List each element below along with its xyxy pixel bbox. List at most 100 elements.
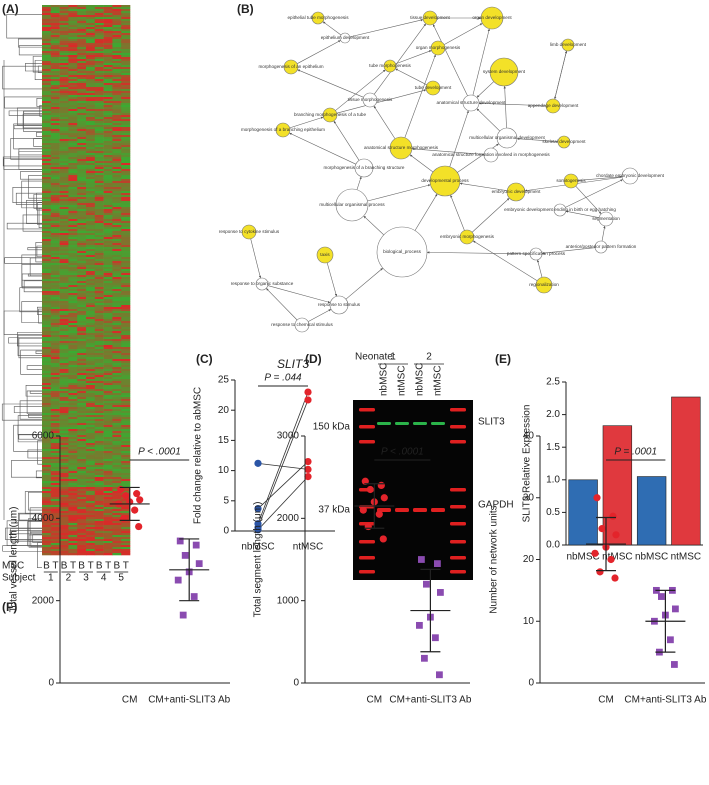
heatmap-cell xyxy=(112,275,121,277)
heatmap-cell xyxy=(60,529,69,531)
heatmap-cell xyxy=(121,417,130,419)
heatmap-cell xyxy=(68,71,77,73)
heatmap-cell xyxy=(68,511,77,513)
heatmap-cell xyxy=(112,425,121,427)
heatmap-cell xyxy=(42,61,51,63)
heatmap-cell xyxy=(121,99,130,101)
y-tick-label: 0 xyxy=(293,678,299,689)
heatmap-cell xyxy=(77,481,86,483)
heatmap-cell xyxy=(42,311,51,313)
heatmap-cell xyxy=(42,23,51,25)
heatmap-cell xyxy=(68,331,77,333)
heatmap-cell xyxy=(112,185,121,187)
point xyxy=(418,556,425,563)
heatmap-cell xyxy=(104,97,113,99)
heatmap-cell xyxy=(95,209,104,211)
dendrogram-branch xyxy=(38,66,42,73)
node-label: somitogenesis xyxy=(556,178,586,183)
heatmap-cell xyxy=(68,77,77,79)
heatmap-cell xyxy=(51,357,60,359)
heatmap-cell xyxy=(42,305,51,307)
heatmap-cell xyxy=(86,457,95,459)
node-label: tissue morphogenesis xyxy=(348,97,393,102)
heatmap-cell xyxy=(104,77,113,79)
heatmap-cell xyxy=(86,353,95,355)
heatmap-cell xyxy=(112,403,121,405)
heatmap-cell xyxy=(121,391,130,393)
heatmap-cell xyxy=(42,457,51,459)
heatmap-cell xyxy=(68,195,77,197)
heatmap-cell xyxy=(95,549,104,551)
heatmap-cell xyxy=(95,525,104,527)
heatmap-cell xyxy=(77,303,86,305)
heatmap-cell xyxy=(104,283,113,285)
node-label: response to organic substance xyxy=(231,281,294,286)
heatmap-cell xyxy=(86,181,95,183)
heatmap-cell xyxy=(104,123,113,125)
heatmap-cell xyxy=(68,457,77,459)
heatmap-cell xyxy=(121,243,130,245)
panel-label: (C) xyxy=(196,352,213,366)
heatmap-cell xyxy=(121,63,130,65)
heatmap-cell xyxy=(104,381,113,383)
heatmap-cell xyxy=(68,21,77,23)
heatmap-cell xyxy=(86,185,95,187)
heatmap-cell xyxy=(68,381,77,383)
ladder-band xyxy=(359,556,375,560)
node-label: organ morphogenesis xyxy=(416,45,461,50)
heatmap-cell xyxy=(42,463,51,465)
heatmap-cell xyxy=(95,543,104,545)
heatmap-cell xyxy=(51,39,60,41)
p-value: P = .0001 xyxy=(614,447,657,458)
heatmap-cell xyxy=(121,511,130,513)
heatmap-cell xyxy=(68,225,77,227)
heatmap-cell xyxy=(77,213,86,215)
heatmap-cell xyxy=(121,75,130,77)
heatmap-cell xyxy=(112,463,121,465)
heatmap-cell xyxy=(77,539,86,541)
heatmap-cell xyxy=(60,425,69,427)
heatmap-cell xyxy=(112,527,121,529)
heatmap-cell xyxy=(51,11,60,13)
heatmap-cell xyxy=(95,91,104,93)
heatmap-cell xyxy=(121,477,130,479)
heatmap-cell xyxy=(51,97,60,99)
heatmap-cell xyxy=(121,457,130,459)
heatmap-cell xyxy=(68,85,77,87)
heatmap-cell xyxy=(42,123,51,125)
heatmap-cell xyxy=(95,9,104,11)
heatmap-cell xyxy=(121,309,130,311)
heatmap-cell xyxy=(42,47,51,49)
heatmap-cell xyxy=(42,411,51,413)
heatmap-cell xyxy=(121,401,130,403)
heatmap-cell xyxy=(68,391,77,393)
heatmap-cell xyxy=(86,141,95,143)
heatmap-cell xyxy=(121,379,130,381)
heatmap-cell xyxy=(86,273,95,275)
heatmap-cell xyxy=(104,297,113,299)
heatmap-cell xyxy=(112,535,121,537)
heatmap-cell xyxy=(95,245,104,247)
heatmap-cell xyxy=(86,291,95,293)
heatmap-cell xyxy=(86,239,95,241)
heatmap-cell xyxy=(51,93,60,95)
heatmap-cell xyxy=(51,151,60,153)
heatmap-cell xyxy=(121,467,130,469)
heatmap-cell xyxy=(104,425,113,427)
heatmap-cell xyxy=(112,401,121,403)
heatmap-cell xyxy=(86,121,95,123)
heatmap-cell xyxy=(112,105,121,107)
heatmap-cell xyxy=(121,541,130,543)
heatmap-cell xyxy=(60,89,69,91)
ladder-band xyxy=(450,440,466,444)
heatmap-cell xyxy=(86,223,95,225)
heatmap-cell xyxy=(86,405,95,407)
heatmap-cell xyxy=(112,245,121,247)
heatmap-cell xyxy=(68,159,77,161)
heatmap-cell xyxy=(112,413,121,415)
heatmap-cell xyxy=(68,125,77,127)
heatmap-cell xyxy=(121,473,130,475)
heatmap-cell xyxy=(86,73,95,75)
heatmap-cell xyxy=(112,337,121,339)
heatmap-cell xyxy=(60,91,69,93)
